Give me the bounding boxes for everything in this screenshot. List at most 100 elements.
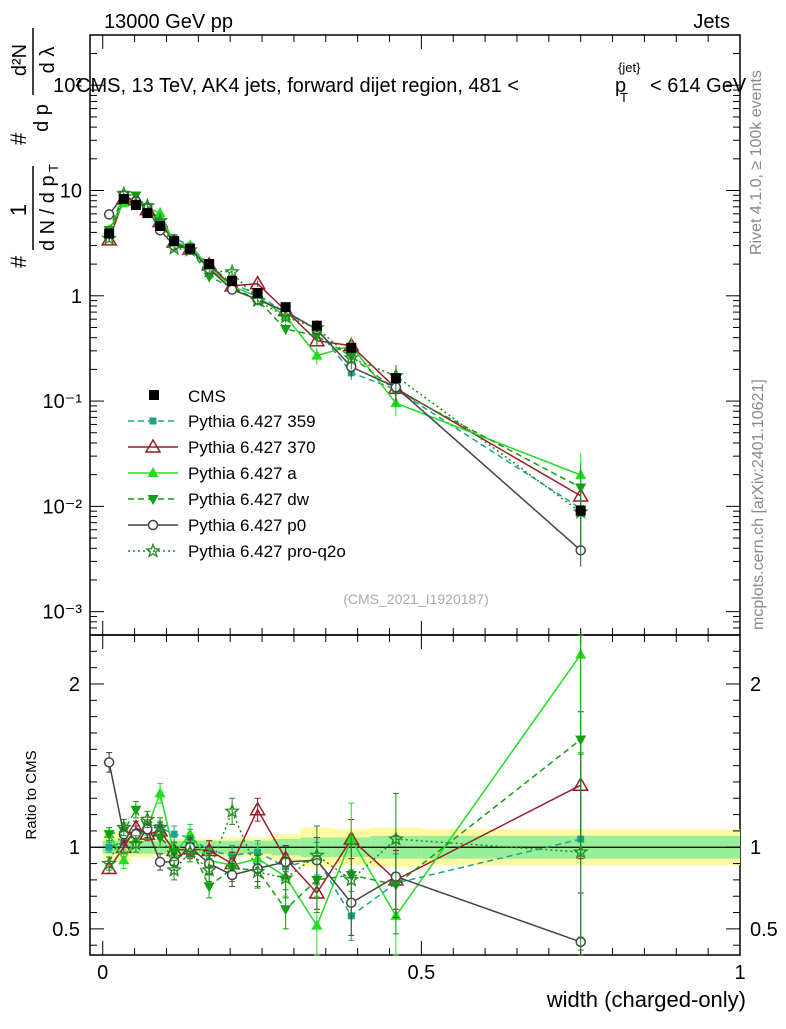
ratio-series-marker (387, 830, 404, 846)
ylabel-dpt: d p (31, 104, 53, 132)
legend-label: Pythia 6.427 pro-q2o (188, 542, 346, 561)
ratio-series-marker (182, 843, 198, 859)
ratio-series-marker (572, 843, 589, 859)
chart-title-text: CMS, 13 TeV, AK4 jets, forward dijet reg… (76, 75, 519, 97)
legend-label: Pythia 6.427 p0 (188, 516, 306, 535)
chart-title: CMS, 13 TeV, AK4 jets, forward dijet reg… (76, 60, 747, 105)
ratio-series-marker (154, 833, 166, 844)
main-series-marker (226, 284, 238, 295)
header-energy-label: 13000 GeV pp (104, 11, 233, 33)
ratio-tick-label-right: 2 (750, 674, 761, 696)
ratio-y-axis-label: Ratio to CMS (23, 750, 40, 839)
cms-data-point (280, 302, 291, 313)
ratio-tick-label-right: 1 (750, 837, 761, 859)
cms-data-point (575, 505, 586, 516)
analysis-watermark: (CMS_2021_I1920187) (343, 591, 489, 607)
main-series-line (108, 193, 582, 489)
legend-marker (147, 467, 159, 477)
ratio-series-marker (101, 855, 118, 871)
main-series-marker (277, 308, 294, 324)
legend-label: Pythia 6.427 dw (188, 490, 310, 509)
ylabel-d2n: d²N (9, 44, 31, 76)
ratio-series-line (108, 654, 582, 928)
ratio-series-marker (311, 919, 323, 930)
ratio-series-marker (280, 905, 292, 916)
ratio-tick-label: 0.5 (52, 919, 80, 941)
ratio-panel-frame (89, 634, 741, 956)
header-category-label: Jets (693, 11, 730, 33)
ratio-series-marker (166, 861, 182, 877)
main-axis-ticks: 10⁻³ 10⁻² 10⁻¹ 1 10 10² 0 0.5 1 (43, 34, 746, 984)
ratio-series-marker (249, 801, 266, 816)
ratio-series-marker (127, 835, 144, 851)
ratio-series-marker (130, 805, 142, 816)
main-y-axis-label: # 1 d N / d p T # d p d²N d λ (6, 28, 61, 268)
ratio-series-marker (224, 802, 241, 819)
ratio-series-marker (226, 869, 238, 881)
cms-data-point (204, 259, 215, 270)
cms-data-point (227, 276, 238, 287)
y-tick-label: 10⁻³ (43, 602, 83, 624)
legend-marker (149, 417, 157, 425)
ratio-series-marker (154, 856, 166, 868)
chart-title-subscript: T (620, 90, 628, 105)
ratio-series-marker (575, 735, 587, 746)
main-series-marker (343, 349, 360, 365)
legend-label: Pythia 6.427 a (188, 464, 297, 483)
ratio-series-marker (154, 787, 166, 798)
ratio-series-marker (249, 863, 266, 879)
legend-marker (144, 438, 162, 453)
y-tick-label: 1 (71, 286, 82, 308)
rivet-version-label: Rivet 4.1.0, ≥ 100k events (748, 70, 765, 255)
x-axis-label: width (charged-only) (546, 987, 746, 1012)
legend-cms-marker (149, 390, 159, 400)
legend: CMS Pythia 6.427 359 Pythia 6.427 370 Pythi… (128, 387, 346, 561)
main-series-marker (103, 209, 115, 220)
ratio-series-marker (168, 848, 180, 859)
ratio-series-marker (277, 870, 294, 885)
legend-cms-label: CMS (188, 387, 226, 406)
chart-title-end: < 614 GeV (650, 75, 747, 97)
ratio-series-marker (309, 847, 325, 863)
main-series-marker (224, 263, 241, 279)
ylabel-hash-2: # (6, 132, 31, 145)
main-series-marker (311, 349, 323, 360)
main-series-marker (249, 292, 266, 308)
main-series-marker (280, 325, 292, 336)
main-series-line (108, 201, 581, 476)
chart-title-superscript: {jet} (618, 60, 641, 75)
main-series-marker (154, 206, 166, 217)
legend-marker (147, 495, 159, 505)
ratio-series-marker (203, 882, 215, 893)
x-tick-label: 0 (97, 962, 108, 984)
cms-data-point (185, 243, 196, 254)
legend-label: Pythia 6.427 370 (188, 438, 316, 457)
cms-data-point (155, 221, 166, 232)
cms-data-point (104, 228, 115, 239)
ratio-series-marker (343, 871, 360, 887)
ratio-series-layer (100, 634, 589, 956)
ratio-series-marker (139, 811, 156, 827)
ratio-series-marker (170, 830, 178, 838)
x-tick-label: 0.5 (407, 962, 435, 984)
cms-data-points (104, 194, 586, 517)
ylabel-numerator: 1 (6, 204, 31, 216)
mcplots-source-label: mcplots.cern.ch [arXiv:2401.10621] (750, 379, 767, 630)
ylabel-hash: # (6, 255, 31, 268)
ratio-tick-label: 1 (69, 837, 80, 859)
ylabel-denominator: d N / d p (37, 175, 59, 251)
legend-marker (147, 519, 159, 531)
x-tick-label: 1 (734, 962, 745, 984)
ratio-series-marker (105, 843, 113, 851)
ratio-series-marker (115, 819, 132, 835)
ratio-series-marker (103, 757, 115, 768)
ratio-axis-ticks: 0.5 0.5 1 1 2 2 (52, 650, 778, 946)
cms-data-point (118, 194, 129, 205)
y-tick-label: 10 (60, 181, 82, 203)
ratio-tick-label-right: 0.5 (750, 919, 778, 941)
cms-data-point (390, 373, 401, 384)
cms-data-point (346, 342, 357, 353)
ratio-tick-label: 2 (69, 674, 80, 696)
